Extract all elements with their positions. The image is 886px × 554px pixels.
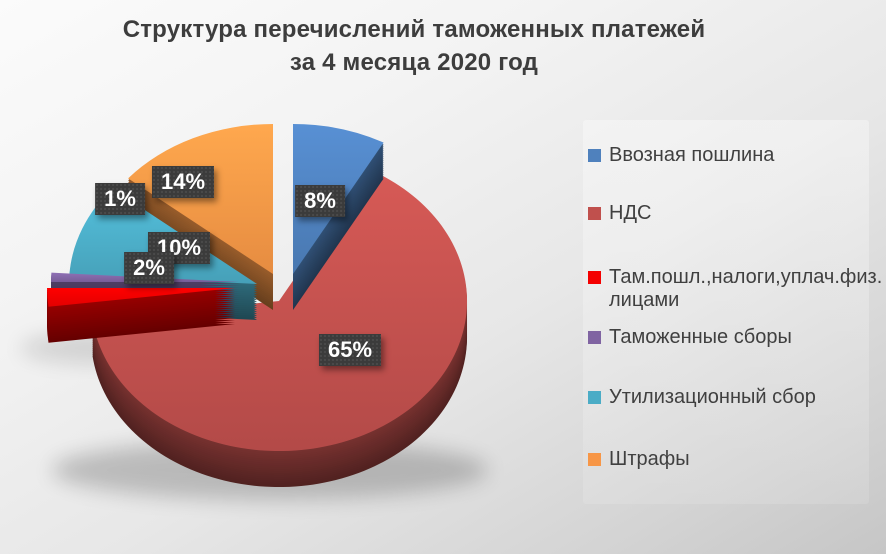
legend-item-utilsbor: Утилизационный сбор (588, 386, 816, 409)
legend-item-vvoznaya: Ввозная пошлина (588, 144, 774, 167)
legend-color-swatch (588, 331, 601, 344)
legend-color-swatch (588, 207, 601, 220)
legend-label: Утилизационный сбор (609, 386, 816, 408)
pie-data-label-shtrafy: 14% (151, 166, 215, 198)
legend-item-sbory: Таможенные сборы (588, 326, 792, 349)
legend-label-line1: Там.пошл.,налоги,уплач.физ. (609, 266, 883, 288)
chart-title-line2: за 4 месяца 2020 год (289, 49, 539, 76)
legend-item-tamposhl: Там.пошл.,налоги,уплач.физ. лицами (588, 266, 883, 312)
legend-label-line2: лицами (609, 289, 680, 311)
legend-color-swatch (588, 453, 601, 466)
pie-data-label-vvoznaya: 8% (295, 185, 345, 217)
pie-data-label-nds: 65% (318, 334, 382, 366)
legend-label: Штрафы (609, 448, 690, 470)
pie-data-label-sbory: 1% (95, 183, 145, 215)
chart-title-line1: Структура перечислений таможенных платеж… (122, 16, 706, 43)
pie-slice-2 (47, 288, 235, 343)
legend-label: Таможенные сборы (609, 326, 792, 348)
legend-item-nds: НДС (588, 202, 651, 225)
pie-data-label-tamposhl: 2% (124, 252, 174, 284)
legend-label: НДС (609, 202, 652, 224)
chart-title: Структура перечислений таможенных платеж… (0, 13, 828, 79)
pie-slice-1 (92, 169, 468, 488)
legend-item-shtrafy: Штрафы (588, 448, 690, 471)
legend-color-swatch (588, 271, 601, 284)
legend-color-swatch (588, 391, 601, 404)
legend-label: Ввозная пошлина (609, 144, 775, 166)
legend-color-swatch (588, 149, 601, 162)
